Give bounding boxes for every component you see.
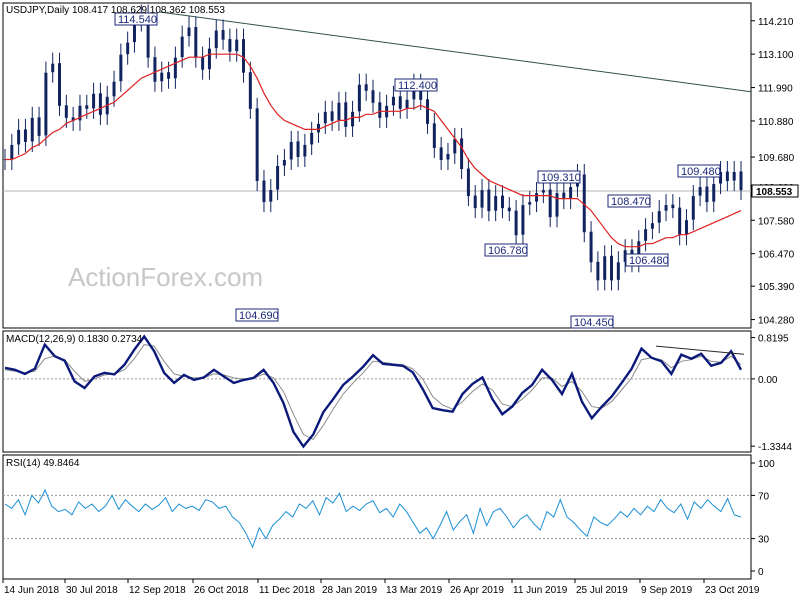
annotation-label: 109.310 <box>541 172 581 184</box>
annotation-label: 112.400 <box>398 80 437 92</box>
rsi-line <box>4 488 742 549</box>
rsi-panel-frame <box>2 454 752 580</box>
symbol-title: USDJPY,Daily 108.417 108.629 108.362 108… <box>6 5 225 16</box>
macd-line <box>4 334 743 449</box>
price-tick-label: 114.210 <box>758 17 794 28</box>
annotation-box <box>394 78 438 92</box>
x-tick-label: 11 Jun 2019 <box>513 585 568 596</box>
annotation-label: 108.470 <box>611 196 651 208</box>
price-tick-label: 105.390 <box>758 282 795 293</box>
x-tick-label: 26 Apr 2019 <box>450 585 504 596</box>
rsi-series <box>3 488 751 549</box>
annotation-box <box>677 164 721 178</box>
annotation-box <box>537 170 581 184</box>
annotation-box <box>607 194 651 208</box>
macd-signal-line <box>4 344 742 441</box>
rsi-panel: 100 70 30 0 RSI(14) 49.8464 <box>2 454 775 580</box>
resistance-trendline <box>159 11 752 93</box>
x-tick-label: 14 Jun 2018 <box>4 585 59 596</box>
price-tick-label: 104.280 <box>758 316 795 327</box>
price-axis: 114.210113.100111.990110.880109.680108.6… <box>751 17 799 327</box>
macd-series <box>3 334 751 449</box>
moving-average-line <box>5 53 742 248</box>
macd-tick-label: 0.8195 <box>758 334 789 345</box>
x-tick-label: 30 Jul 2018 <box>66 585 118 596</box>
annotation-box <box>114 12 158 26</box>
rsi-axis: 100 70 30 0 <box>751 459 775 578</box>
macd-tick-label: 0.00 <box>758 375 778 386</box>
annotation-box <box>570 315 614 329</box>
price-tick-label: 109.680 <box>758 153 795 164</box>
rsi-tick-label: 100 <box>758 459 775 470</box>
annotation-box <box>484 243 528 257</box>
x-tick-label: 26 Oct 2018 <box>194 585 249 596</box>
rsi-label: RSI(14) 49.8464 <box>6 458 80 469</box>
rsi-tick-label: 70 <box>758 491 770 502</box>
rsi-tick-label: 0 <box>758 567 764 578</box>
annotation-label: 104.690 <box>239 310 279 322</box>
x-tick-label: 23 Oct 2019 <box>705 585 760 596</box>
price-tick-label: 113.100 <box>758 50 794 61</box>
last-price-badge <box>751 184 799 198</box>
x-tick-label: 12 Sep 2018 <box>129 585 186 596</box>
price-tick-label: 107.580 <box>758 216 795 227</box>
macd-label: MACD(12,26,9) 0.1830 0.2734 <box>6 334 143 345</box>
x-tick-label: 11 Dec 2018 <box>259 585 315 596</box>
price-tick-label: 106.470 <box>758 250 795 261</box>
macd-panel: 0.8195 0.00 -1.3344 MACD(12,26,9) 0.1830 0… <box>2 330 792 453</box>
rsi-tick-label: 30 <box>758 535 770 546</box>
macd-tick-label: -1.3344 <box>758 442 792 453</box>
annotation-label: 106.480 <box>629 255 669 267</box>
macd-divergence-line <box>655 345 745 355</box>
annotation-label: 109.480 <box>681 166 721 178</box>
x-axis: 14 Jun 2018 30 Jul 2018 12 Sep 2018 26 Oct … <box>2 579 760 596</box>
annotation-label: 104.450 <box>574 317 614 329</box>
annotation-box <box>625 253 669 267</box>
watermark: ActionForex.com <box>68 262 263 292</box>
x-tick-label: 9 Sep 2019 <box>641 585 693 596</box>
price-tick-label: 110.880 <box>758 117 794 128</box>
price-annotations: 114.540 112.400 104.690 109.310 106.780 108.4… <box>114 12 721 329</box>
last-price-label: 108.553 <box>756 187 793 198</box>
annotation-label: 106.780 <box>488 245 528 257</box>
annotation-label: 114.540 <box>118 14 157 26</box>
price-panel: ActionForex.com 114.210 113.100 111.990 110… <box>2 2 799 329</box>
macd-axis: 0.8195 0.00 -1.3344 <box>751 334 792 453</box>
x-tick-label: 25 Jul 2019 <box>576 585 628 596</box>
price-tick-label: 111.990 <box>758 84 793 95</box>
annotation-box <box>235 308 279 322</box>
x-tick-label: 13 Mar 2019 <box>386 585 443 596</box>
macd-panel-frame <box>2 330 752 453</box>
x-tick-label: 28 Jan 2019 <box>322 585 377 596</box>
